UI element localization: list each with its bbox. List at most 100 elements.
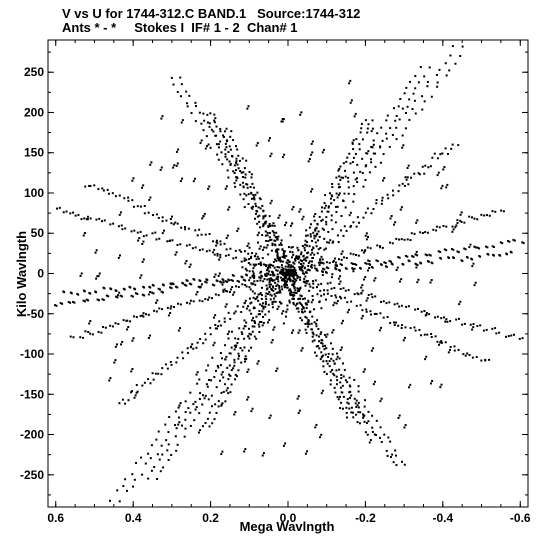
uv-point	[264, 295, 267, 298]
uv-point	[204, 233, 207, 236]
uv-point	[212, 251, 215, 254]
uv-point	[348, 396, 351, 399]
uv-point	[254, 202, 257, 205]
uv-point	[423, 310, 426, 313]
uv-point	[255, 315, 258, 318]
uv-point	[285, 315, 288, 318]
uv-point	[299, 294, 302, 297]
uv-point	[219, 364, 222, 367]
uv-point	[241, 181, 244, 184]
uv-point	[206, 385, 209, 388]
uv-point	[311, 295, 314, 298]
uv-point	[238, 355, 241, 358]
uv-point	[221, 283, 224, 286]
uv-point	[440, 383, 443, 386]
uv-point	[364, 431, 367, 434]
uv-point	[259, 245, 262, 248]
uv-point	[448, 256, 451, 259]
uv-point	[326, 292, 329, 295]
uv-point	[284, 265, 287, 268]
uv-point	[314, 229, 317, 232]
uv-point	[366, 433, 369, 436]
uv-point	[365, 422, 368, 425]
uv-point	[409, 327, 412, 330]
uv-point	[111, 325, 114, 328]
uv-point	[158, 237, 161, 240]
uv-point	[194, 400, 197, 403]
uv-point	[318, 235, 321, 238]
uv-point	[108, 379, 111, 382]
uv-point	[122, 485, 125, 488]
uv-point	[102, 189, 105, 192]
uv-point	[278, 284, 281, 287]
uv-point	[270, 341, 273, 344]
uv-point	[185, 301, 188, 304]
uv-point	[329, 342, 332, 345]
uv-point	[260, 304, 263, 307]
uv-point	[493, 246, 496, 249]
uv-point	[181, 119, 184, 122]
uv-point	[196, 382, 199, 385]
uv-point	[128, 285, 131, 288]
uv-point	[324, 344, 327, 347]
uv-point	[142, 235, 145, 238]
uv-point	[145, 313, 148, 316]
uv-point	[220, 403, 223, 406]
uv-point	[256, 191, 259, 194]
uv-point	[221, 278, 224, 281]
uv-point	[131, 390, 134, 393]
uv-point	[301, 308, 304, 311]
uv-point	[363, 414, 366, 417]
uv-point	[283, 286, 286, 289]
uv-point	[237, 154, 240, 157]
uv-point	[402, 144, 405, 147]
uv-point	[292, 277, 295, 280]
uv-point	[274, 300, 277, 303]
uv-point	[405, 305, 408, 308]
uv-point	[253, 325, 256, 328]
uv-point	[387, 197, 390, 200]
uv-point	[273, 243, 276, 246]
uv-point	[364, 399, 367, 402]
uv-point	[337, 183, 340, 186]
uv-point	[292, 271, 295, 274]
uv-point	[87, 299, 90, 302]
uv-point	[215, 411, 218, 414]
uv-point	[156, 477, 159, 480]
uv-point	[160, 290, 163, 293]
uv-point	[58, 206, 61, 209]
uv-point	[307, 300, 310, 303]
uv-point	[199, 392, 202, 395]
uv-point	[342, 162, 345, 165]
uv-point	[88, 291, 91, 294]
uv-point	[345, 160, 348, 163]
uv-point	[291, 297, 294, 300]
uv-point	[233, 164, 236, 167]
uv-point	[161, 216, 164, 219]
uv-point	[250, 282, 253, 285]
uv-point	[350, 99, 353, 102]
uv-point	[269, 239, 272, 242]
uv-point	[246, 398, 249, 401]
uv-point	[69, 301, 72, 304]
uv-point	[291, 280, 294, 283]
uv-point	[209, 146, 212, 149]
uv-point	[251, 330, 254, 333]
uv-point	[310, 260, 313, 263]
y-tick-label: -250	[20, 468, 44, 482]
uv-point	[245, 159, 248, 162]
uv-point	[342, 234, 345, 237]
uv-point	[365, 152, 368, 155]
uv-point	[335, 358, 338, 361]
uv-point	[243, 257, 246, 260]
uv-point	[289, 270, 292, 273]
uv-point	[383, 177, 386, 180]
uv-point	[235, 179, 238, 182]
uv-point	[271, 306, 274, 309]
uv-point	[185, 259, 188, 262]
uv-point	[399, 280, 402, 283]
uv-point	[392, 223, 395, 226]
uv-point	[296, 397, 299, 400]
uv-point	[245, 285, 248, 288]
uv-point	[320, 219, 323, 222]
